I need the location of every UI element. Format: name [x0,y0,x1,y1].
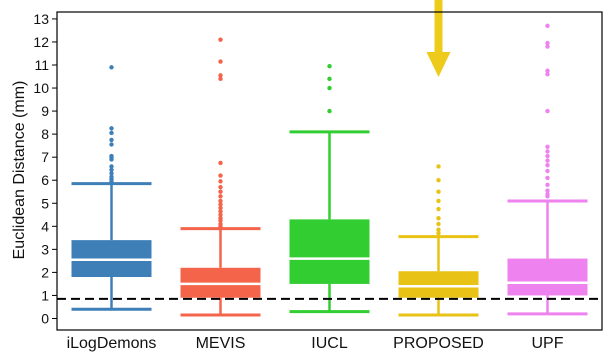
outlier-point [218,184,223,190]
outlier-point [218,216,223,221]
arrow-shaft [434,0,443,56]
outlier-point [436,198,441,204]
plot-frame [56,11,603,331]
y-tick-label: 5 [41,195,49,211]
outlier-point [109,153,114,159]
outlier-point [109,126,114,131]
outlier-point [218,37,223,42]
y-tick-label: 9 [41,103,49,119]
y-tick-label: 3 [41,241,49,257]
outlier-point [218,73,223,78]
box-iucl [289,63,370,314]
y-tick-label: 10 [33,80,49,96]
outlier-point [218,212,223,217]
box-mevis [180,37,261,317]
y-axis-title: Euclidean Distance (mm) [11,81,28,260]
iqr-box [398,271,479,298]
outlier-point [436,221,441,227]
box-ilogdemons [71,65,152,311]
outlier-point [545,153,550,159]
outlier-point [109,164,114,169]
y-tick-label: 11 [34,57,49,73]
outlier-point [109,167,114,173]
x-category-label: PROPOSED [393,335,484,352]
outlier-point [545,182,550,188]
box-proposed [398,164,479,317]
y-tick-label: 12 [33,34,49,50]
outlier-point [436,227,441,232]
outlier-point [545,191,550,197]
outlier-point [545,44,550,49]
outlier-point [545,163,550,168]
outlier-point [218,160,223,166]
outlier-point [218,198,223,204]
y-tick-label: 8 [41,126,49,142]
y-tick-label: 2 [41,264,49,280]
outlier-point [327,85,332,91]
outlier-point [545,158,550,163]
outlier-point [109,130,114,136]
outlier-point [545,108,550,114]
outlier-point [327,63,332,69]
outlier-point [436,206,441,212]
outlier-point [327,76,332,82]
outlier-point [545,175,550,181]
x-category-label: MEVIS [196,335,246,352]
outlier-point [327,108,332,114]
y-tick-label: 0 [41,310,49,326]
outlier-point [218,173,223,178]
outlier-point [109,174,114,179]
box-upf [507,23,588,316]
outlier-point [545,72,550,77]
arrow-head [426,52,451,77]
iqr-box [507,258,588,296]
outlier-point [218,221,223,227]
outlier-point [545,168,550,174]
outlier-point [218,179,223,184]
outlier-point [436,216,441,221]
x-axis-category-labels: iLogDemons MEVIS IUCL PROPOSED UPF [67,335,564,352]
boxplot-series [71,23,588,317]
highlight-arrow [426,0,451,77]
outlier-point [545,40,550,46]
outlier-point [545,149,550,154]
outlier-point [218,76,223,82]
outlier-point [109,137,114,143]
outlier-point [545,144,550,150]
iqr-box [289,219,370,284]
outlier-point [218,209,223,214]
outlier-point [545,68,550,73]
outlier-point [218,202,223,207]
outlier-point [218,189,223,194]
outlier-point [436,164,441,169]
outlier-point [109,171,114,176]
x-category-label: IUCL [311,335,348,352]
outlier-point [545,23,550,29]
outlier-point [436,189,441,194]
x-category-label: UPF [532,335,564,352]
x-category-label: iLogDemons [67,335,157,352]
y-tick-label: 4 [41,218,49,234]
outlier-point [109,65,114,70]
outlier-point [218,194,223,199]
outlier-point [436,231,441,236]
y-tick-label: 13 [33,11,49,27]
outlier-point [109,142,114,147]
y-tick-label: 1 [41,287,49,303]
outlier-point [218,59,223,64]
outlier-point [218,205,223,211]
outlier-point [545,188,550,193]
y-tick-label: 6 [41,172,49,188]
outlier-point [436,178,441,183]
y-tick-label: 7 [41,149,49,165]
